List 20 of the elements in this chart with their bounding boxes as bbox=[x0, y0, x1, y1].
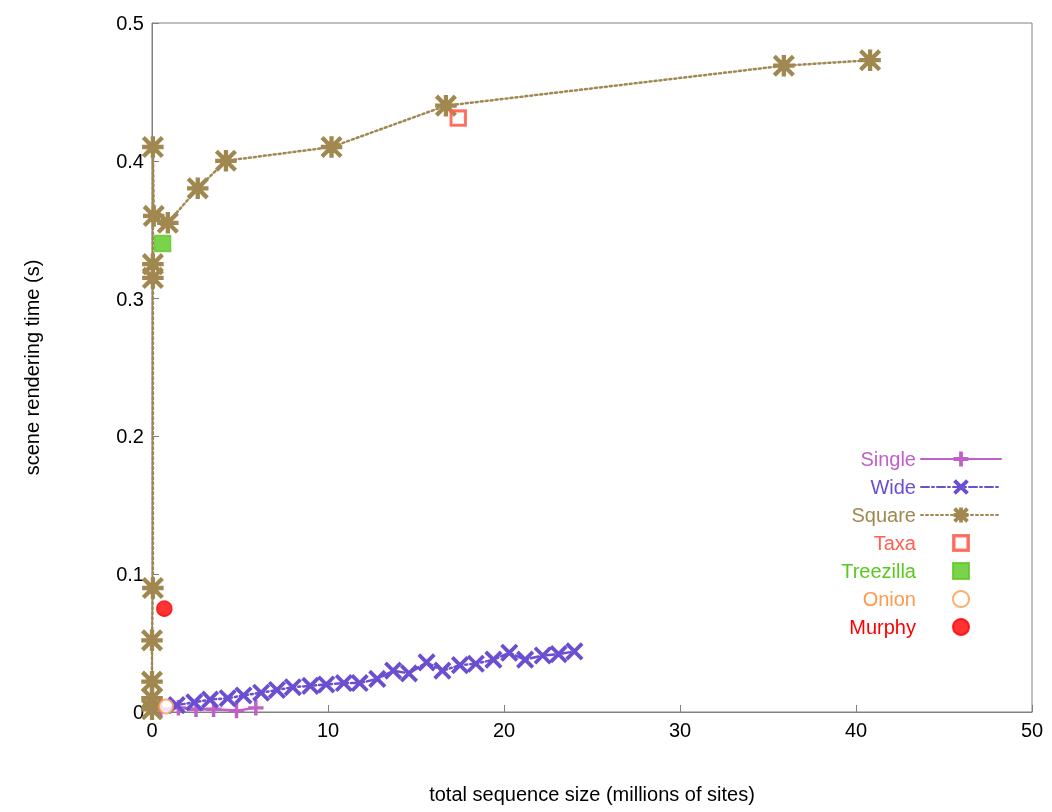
y-tick-label: 0.5 bbox=[116, 12, 144, 34]
x-tick-label: 0 bbox=[146, 719, 158, 741]
legend-label: Taxa bbox=[873, 532, 917, 554]
legend-label: Onion bbox=[862, 588, 916, 610]
x-tick-label: 30 bbox=[668, 719, 692, 741]
y-tick-label: 0.4 bbox=[116, 149, 144, 172]
x-tick-label: 10 bbox=[316, 719, 340, 741]
x-tick-label: 40 bbox=[844, 719, 868, 741]
y-axis-title: scene rendering time (s) bbox=[21, 259, 43, 476]
y-tick-label: 0.3 bbox=[116, 287, 144, 310]
y-tick-label: 0.1 bbox=[116, 563, 144, 586]
legend-label: Wide bbox=[870, 476, 916, 498]
legend-label: Treezilla bbox=[841, 560, 917, 582]
x-axis-title: total sequence size (millions of sites) bbox=[429, 783, 755, 805]
y-tick-label: 0.2 bbox=[116, 425, 144, 448]
legend-label: Single bbox=[860, 448, 916, 470]
legend-label: Square bbox=[851, 504, 916, 526]
legend-label: Murphy bbox=[849, 616, 916, 638]
x-tick-label: 20 bbox=[492, 719, 516, 741]
x-tick-label: 50 bbox=[1020, 719, 1044, 741]
